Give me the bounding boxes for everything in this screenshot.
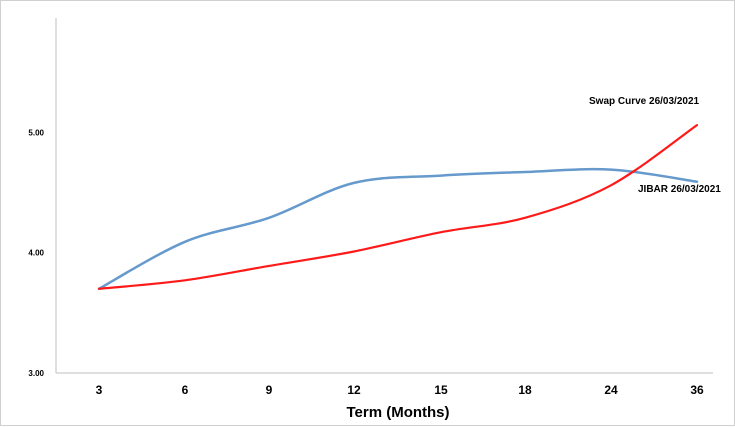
series-label-swap-curve: Swap Curve 26/03/2021	[589, 96, 700, 107]
x-tick-label: 24	[604, 383, 618, 397]
axes	[55, 18, 713, 374]
x-tick-label: 6	[182, 383, 189, 397]
series-label-jibar: JIBAR 26/03/2021	[638, 184, 721, 195]
y-tick-label: 4.00	[28, 249, 44, 258]
y-tick-labels: 3.00 4.00 5.00	[28, 128, 44, 378]
series-line-jibar	[97, 167, 699, 291]
x-tick-label: 3	[96, 383, 103, 397]
x-axis-title: Term (Months)	[346, 404, 449, 421]
x-tick-label: 18	[518, 383, 532, 397]
x-tick-label: 9	[266, 383, 273, 397]
x-tick-label: 15	[434, 383, 448, 397]
y-tick-label: 5.00	[28, 128, 44, 137]
series-line-swap-curve	[97, 124, 699, 290]
series-lines	[97, 124, 699, 291]
x-tick-label: 36	[690, 383, 704, 397]
x-tick-label: 12	[347, 383, 361, 397]
y-tick-label: 3.00	[28, 369, 44, 378]
x-tick-labels: 3 6 9 12 15 18 24 36	[96, 383, 704, 397]
